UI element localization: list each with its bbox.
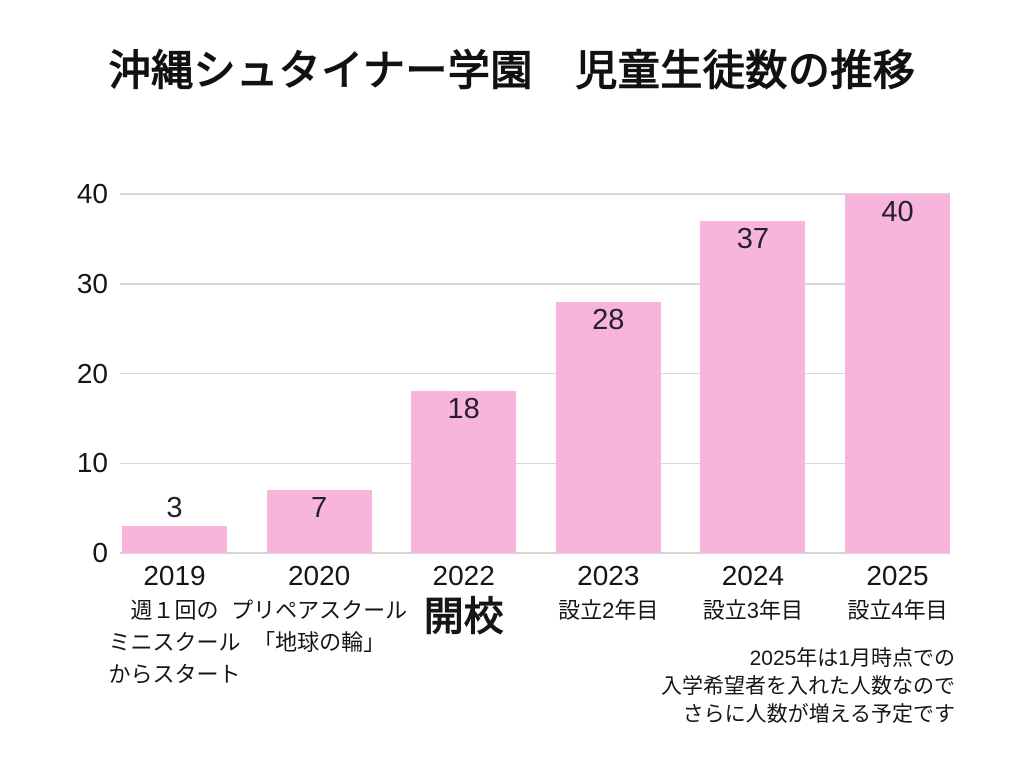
y-axis-tick-label: 40 xyxy=(76,178,108,209)
y-axis-tick-label: 10 xyxy=(76,447,108,479)
category-note-line: 開校 xyxy=(423,595,504,639)
bar: 18 xyxy=(411,391,517,553)
x-axis-year-label: 2019 xyxy=(143,560,206,591)
x-axis-year-label: 2023 xyxy=(577,560,640,591)
bar-value-label: 18 xyxy=(447,393,480,426)
annotation-line: 入学希望者を入れた人数なので xyxy=(661,675,955,698)
category-note-line: ミニスクール xyxy=(108,630,241,655)
category-note-line: 設立2年目 xyxy=(558,598,659,623)
x-axis-year-label: 2025 xyxy=(866,560,929,591)
category-note-line: からスタート xyxy=(108,662,241,687)
bar-value-label: 3 xyxy=(166,492,183,525)
bar-chart-plot: 0 10 20 30 40 3 2019 週１回のミニスクール からスタート 7 2020 プリペアス… xyxy=(77,178,950,687)
category-note-line: 週１回の xyxy=(130,598,219,623)
y-axis-tick-label: 30 xyxy=(76,267,108,299)
bar-value-label: 28 xyxy=(592,303,625,336)
grid-line xyxy=(120,462,950,464)
bar: 3 xyxy=(122,492,227,553)
chart-title: 沖縄シュタイナー学園 児童生徒数の推移 xyxy=(108,47,916,94)
annotation-line: さらに人数が増える予定です xyxy=(682,703,955,726)
annotation-line: 2025年は1月時点での xyxy=(749,647,955,670)
bar: 28 xyxy=(555,301,661,553)
y-axis-tick-label: 0 xyxy=(92,537,108,568)
category-note: 設立4年目 xyxy=(783,595,1013,627)
category-note-line: 設立3年目 xyxy=(702,598,804,623)
bar-value-label: 7 xyxy=(311,492,328,525)
category-note: 週１回のミニスクール からスタート xyxy=(60,595,290,691)
grid-line xyxy=(120,372,950,375)
grid-line xyxy=(120,552,950,554)
grid-line xyxy=(120,283,950,285)
category-note: 設立3年目 xyxy=(638,595,868,627)
x-axis-year-label: 2020 xyxy=(287,560,351,591)
category-note-line: 設立4年目 xyxy=(847,598,948,623)
bar: 37 xyxy=(700,220,806,553)
bar-value-label: 40 xyxy=(881,196,914,228)
bar: 7 xyxy=(266,490,372,553)
annotation-footnote: 2025年は1月時点での入学希望者を入れた人数なのでさらに人数が増える予定です xyxy=(661,645,955,729)
grid-line xyxy=(120,193,950,195)
bar: 40 xyxy=(845,194,950,553)
category-note-line: 「地球の輪」 xyxy=(253,630,386,655)
y-axis-tick-label: 20 xyxy=(76,357,108,389)
x-axis-year-label: 2024 xyxy=(721,560,785,591)
bar-value-label: 37 xyxy=(736,222,770,255)
category-note-line: プリペアスクール xyxy=(231,598,408,623)
category-note: 開校 xyxy=(349,595,579,639)
x-axis-year-label: 2022 xyxy=(432,560,495,591)
category-note: プリペアスクール 「地球の輪」 xyxy=(204,595,434,659)
category-note: 設立2年目 xyxy=(493,595,723,627)
